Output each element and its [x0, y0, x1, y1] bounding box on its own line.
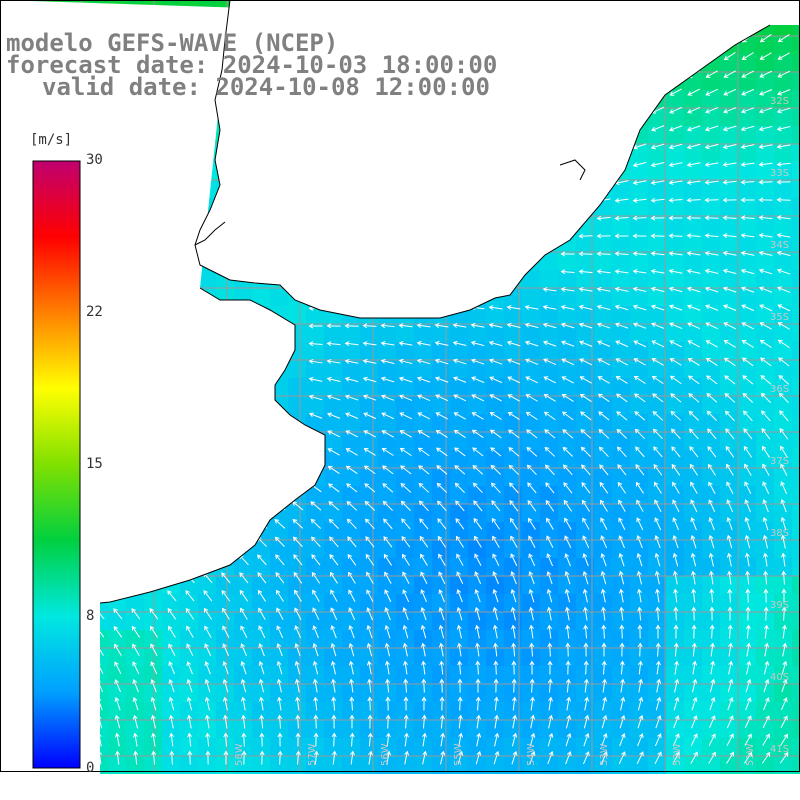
model-title: modelo GEFS-WAVE (NCEP) [6, 29, 339, 57]
lon-label: 51W [745, 743, 756, 766]
lat-label: 39S [770, 600, 790, 611]
colorbar-tick-0: 0 [86, 760, 95, 776]
colorbar-tick-30: 30 [86, 152, 103, 168]
lon-label: 58W [234, 743, 245, 766]
lat-label: 40S [770, 672, 790, 683]
colorbar [0, 120, 100, 780]
lat-label: 36S [770, 384, 790, 395]
lat-label: 35S [770, 312, 790, 323]
colorbar-tick-8: 8 [86, 608, 95, 624]
lon-label: 54W [526, 743, 537, 766]
lat-label: 33S [770, 168, 790, 179]
lon-label: 56W [380, 743, 391, 766]
lon-label: 53W [599, 743, 610, 766]
lat-label: 34S [770, 240, 790, 251]
lat-label: 32S [770, 96, 790, 107]
lat-label: 37S [770, 456, 790, 467]
lat-label: 41S [770, 744, 790, 755]
colorbar-tick-15: 15 [86, 456, 103, 472]
lon-label: 57W [307, 743, 318, 766]
colorbar-tick-22: 22 [86, 304, 103, 320]
colorbar-gradient [32, 160, 81, 769]
lon-label: 52W [672, 743, 683, 766]
valid-date: valid date: 2024-10-08 12:00:00 [42, 73, 490, 101]
forecast-date: forecast date: 2024-10-03 18:00:00 [6, 51, 498, 79]
lat-label: 38S [770, 528, 790, 539]
colorbar-unit: [m/s] [30, 132, 73, 148]
lon-label: 55W [453, 743, 464, 766]
